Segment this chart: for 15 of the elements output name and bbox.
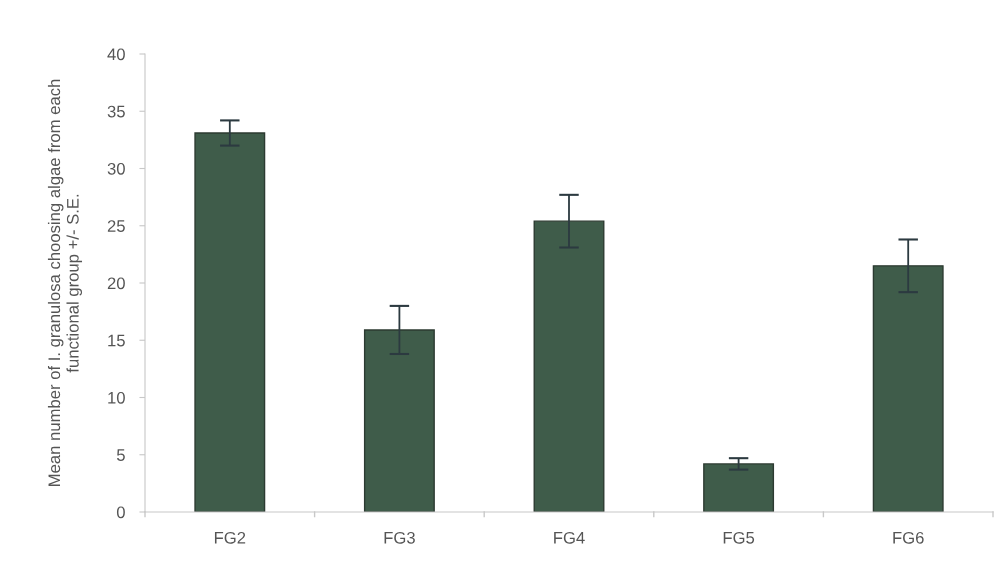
- x-tick-label: FG3: [384, 531, 415, 544]
- y-tick-label: 35: [107, 105, 125, 118]
- x-tick-label: FG5: [723, 531, 755, 544]
- x-tick-label: FG6: [893, 531, 924, 544]
- y-tick-label: 10: [108, 391, 125, 404]
- y-axis-title: Mean number of I. granulosa choosing algae from each functional group +/- S.E.: [47, 79, 83, 486]
- y-tick-label: 0: [116, 506, 125, 519]
- x-tick-label: FG4: [554, 531, 585, 544]
- y-tick-label: 25: [107, 220, 125, 232]
- y-tick-label: 20: [107, 277, 125, 290]
- y-tick-label: 15: [108, 334, 125, 347]
- y-tick-label: 40: [107, 48, 125, 61]
- y-tick-label: 30: [107, 162, 125, 175]
- y-tick-label: 5: [116, 449, 125, 461]
- x-tick-label: FG2: [214, 531, 246, 544]
